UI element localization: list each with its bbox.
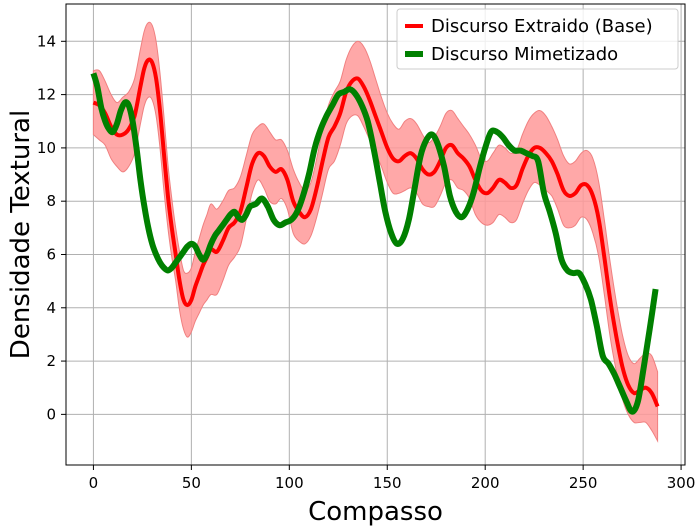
confidence-band [92,21,659,443]
y-tick-label: 6 [46,245,56,263]
series-line-mimetizado [90,72,659,415]
legend-label-mimetizado: Discurso Mimetizado [431,44,618,65]
x-tick-label: 200 [471,474,500,492]
series-lines [90,57,660,415]
y-axis-label: Densidade Textural [6,110,36,359]
y-tick-label: 10 [37,139,56,157]
axis-ticks: 0 50 100 150 200 250 300 0 2 4 6 8 10 12 14 [37,32,695,492]
plot-area-frame [65,3,686,466]
x-tick-label: 150 [373,474,402,492]
x-tick-label: 250 [569,474,598,492]
x-tick-label: 0 [89,474,99,492]
legend: Discurso Extraido (Base) Discurso Mimeti… [396,8,679,70]
y-tick-label: 0 [46,405,56,423]
y-tick-label: 14 [37,32,56,50]
legend-box [396,8,679,70]
x-tick-label: 300 [667,474,696,492]
y-tick-label: 8 [46,192,56,210]
x-tick-label: 50 [182,474,201,492]
band-area [92,21,659,443]
series-line-base [92,57,660,408]
x-tick-label: 100 [275,474,304,492]
y-tick-label: 12 [37,86,56,104]
legend-label-base: Discurso Extraido (Base) [431,16,653,37]
y-tick-label: 2 [46,352,56,370]
x-axis-label: Compasso [308,497,443,526]
y-tick-label: 4 [46,299,56,317]
